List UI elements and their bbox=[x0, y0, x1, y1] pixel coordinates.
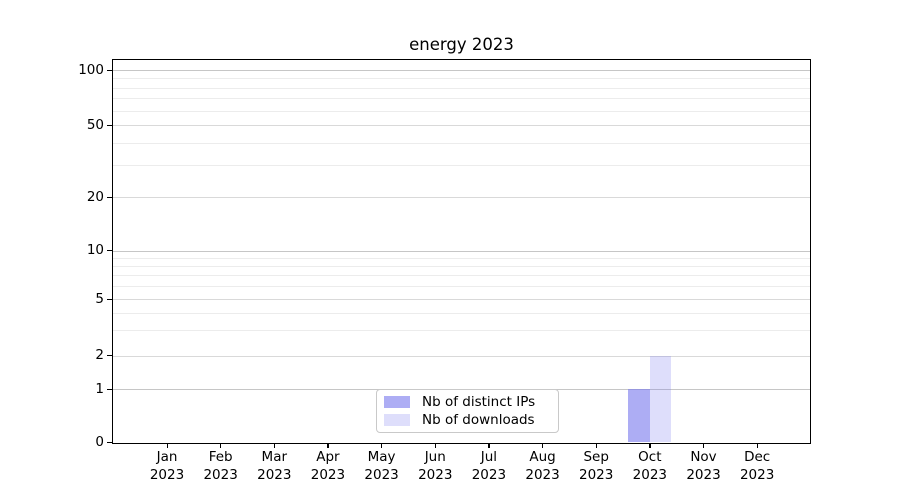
x-tick-label: Aug 2023 bbox=[525, 449, 560, 483]
y-tick-label: 2 bbox=[95, 347, 104, 363]
x-tick-mark bbox=[542, 444, 544, 448]
x-tick-label: Jan 2023 bbox=[149, 449, 185, 483]
plot-inner bbox=[113, 60, 810, 443]
x-tick-mark bbox=[434, 444, 437, 448]
legend-item: Nb of downloads bbox=[384, 412, 548, 428]
y-gridline-50 bbox=[113, 125, 810, 126]
legend-label: Nb of distinct IPs bbox=[422, 394, 536, 411]
y-gridline-2 bbox=[113, 355, 810, 357]
y-gridline-minor bbox=[113, 266, 810, 268]
x-tick-mark bbox=[488, 444, 490, 448]
x-tick-mark bbox=[756, 444, 758, 448]
y-gridline-minor bbox=[113, 165, 810, 167]
y-tick-label: 0 bbox=[95, 433, 104, 450]
bar-nb-of-downloads bbox=[649, 355, 672, 442]
y-tick-label: 10 bbox=[86, 242, 104, 258]
x-tick-label: Sep 2023 bbox=[579, 449, 614, 483]
y-gridline-minor bbox=[113, 87, 810, 89]
y-gridline-minor bbox=[113, 330, 810, 332]
x-tick-mark bbox=[166, 444, 168, 448]
y-tick-label: 50 bbox=[86, 116, 104, 133]
legend: Nb of distinct IPs Nb of downloads bbox=[376, 389, 559, 433]
x-tick-label: Nov 2023 bbox=[686, 449, 721, 483]
y-tick-label: 20 bbox=[86, 188, 104, 205]
x-tick-mark bbox=[273, 444, 276, 448]
bar-nb-of-distinct-ips bbox=[628, 389, 650, 442]
y-tick-label: 100 bbox=[78, 61, 104, 78]
y-tick-mark bbox=[107, 69, 112, 71]
y-tick-mark bbox=[107, 355, 112, 357]
y-gridline-minor bbox=[113, 257, 810, 259]
y-tick-mark bbox=[107, 124, 112, 126]
x-tick-label: Oct 2023 bbox=[632, 449, 668, 483]
y-gridline-100 bbox=[113, 70, 810, 71]
x-tick-mark bbox=[381, 444, 383, 448]
y-gridline-10 bbox=[113, 250, 810, 252]
x-tick-label: Jun 2023 bbox=[418, 449, 453, 483]
chart-title: energy 2023 bbox=[409, 35, 514, 54]
x-tick-label: Apr 2023 bbox=[310, 449, 346, 483]
x-tick-mark bbox=[220, 444, 222, 448]
x-tick-mark bbox=[327, 444, 329, 448]
x-tick-label: Dec 2023 bbox=[739, 449, 775, 483]
y-gridline-minor bbox=[113, 142, 810, 144]
y-gridline-minor bbox=[113, 110, 810, 112]
y-gridline-minor bbox=[113, 98, 810, 100]
y-tick-mark bbox=[107, 298, 112, 300]
legend-swatch-downloads bbox=[384, 413, 410, 426]
x-tick-mark bbox=[595, 444, 597, 448]
y-gridline-5 bbox=[113, 299, 810, 300]
legend-swatch-distinct-ips bbox=[384, 396, 410, 409]
y-gridline-minor bbox=[113, 286, 810, 288]
y-tick-label: 5 bbox=[95, 290, 104, 307]
x-tick-label: Mar 2023 bbox=[257, 449, 292, 483]
x-tick-label: Jul 2023 bbox=[471, 449, 507, 483]
x-tick-mark bbox=[649, 444, 651, 448]
y-gridline-minor bbox=[113, 275, 810, 277]
y-tick-label: 1 bbox=[95, 380, 104, 397]
y-tick-mark bbox=[107, 250, 112, 252]
legend-item: Nb of distinct IPs bbox=[384, 394, 548, 410]
y-tick-mark bbox=[107, 196, 112, 198]
x-tick-mark bbox=[703, 444, 705, 448]
plot-area bbox=[112, 59, 811, 444]
y-gridline-minor bbox=[113, 78, 810, 80]
y-tick-mark bbox=[107, 441, 112, 443]
x-tick-label: May 2023 bbox=[364, 449, 399, 483]
legend-label: Nb of downloads bbox=[422, 411, 535, 428]
y-gridline-20 bbox=[113, 197, 810, 198]
x-tick-label: Feb 2023 bbox=[203, 449, 238, 483]
y-tick-mark bbox=[107, 388, 112, 390]
y-gridline-minor bbox=[113, 312, 810, 314]
